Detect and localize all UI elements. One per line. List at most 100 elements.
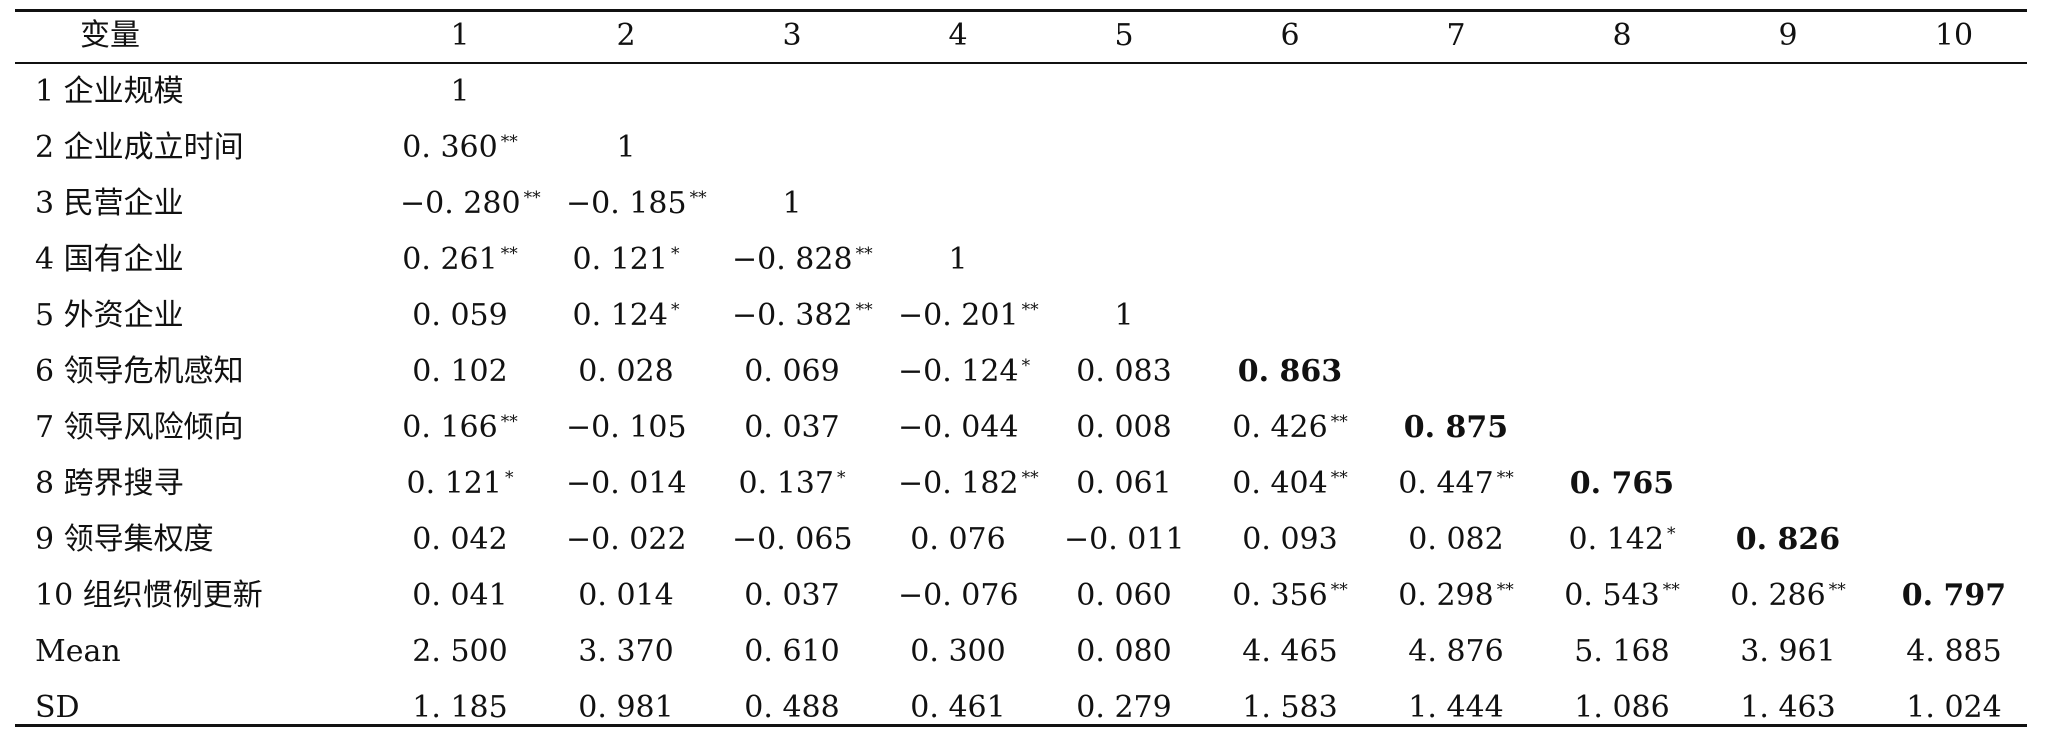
significance-marker: ** [1662,580,1680,600]
top-rule [15,9,2027,12]
header-col-2: 2 [616,18,636,53]
cell-value: 0. 041 [412,578,508,613]
header-rule [15,62,2027,64]
header-col-6: 6 [1280,18,1300,53]
table-cell: 0. 166 ** [400,408,520,448]
cell-value: 0. 765 [1569,466,1675,501]
cell-value: −0. 014 [566,466,687,501]
row-label: 10 组织惯例更新 [35,578,263,613]
cell-value: 0. 488 [744,690,840,725]
table-cell: 0. 461 [898,688,1018,728]
cell-value: 0. 069 [744,354,840,389]
table-cell: 0. 981 [566,688,686,728]
table-cell: 0. 765 [1562,464,1682,504]
significance-marker: * [1021,356,1031,376]
cell-value: 1. 444 [1408,690,1504,725]
table-cell: −0. 065 [732,520,853,560]
cell-value: 0. 137 [738,466,834,501]
significance-marker: * [670,244,680,264]
table-cell: 1 [400,72,520,112]
cell-value: 0. 060 [1076,578,1172,613]
cell-value: −0. 382 [732,298,853,333]
table-cell: 0. 082 [1396,520,1516,560]
cell-value: 4. 885 [1906,634,2002,669]
cell-value: −0. 044 [898,410,1019,445]
table-cell: 0. 543 ** [1562,576,1682,616]
table-cell: 1 [898,240,1018,280]
row-label: 6 领导危机感知 [35,354,244,389]
cell-value: 1. 086 [1574,690,1670,725]
cell-value: −0. 105 [566,410,687,445]
cell-value: 0. 286 [1730,578,1826,613]
table-cell: −0. 011 [1064,520,1185,560]
row-label: Mean [35,634,121,669]
table-cell: −0. 044 [898,408,1019,448]
table-cell: −0. 124 * [898,352,1030,392]
cell-value: 0. 061 [1076,466,1172,501]
table-cell: 0. 137 * [732,464,852,504]
cell-value: 0. 124 [572,298,668,333]
table-cell: 0. 404 ** [1230,464,1350,504]
cell-value: −0. 022 [566,522,687,557]
cell-value: 0. 461 [910,690,1006,725]
cell-value: 2. 500 [412,634,508,669]
table-cell: 0. 797 [1894,576,2014,616]
cell-value: 0. 042 [412,522,508,557]
table-cell: −0. 201 ** [898,296,1039,336]
cell-value: 0. 826 [1735,522,1841,557]
table-cell: 0. 037 [732,576,852,616]
cell-value: 0. 014 [578,578,674,613]
cell-value: 1. 024 [1906,690,2002,725]
row-label: 3 民营企业 [35,186,184,221]
table-cell: 0. 298 ** [1396,576,1516,616]
header-col-5: 5 [1114,18,1134,53]
cell-value: 0. 298 [1398,578,1494,613]
cell-value: −0. 201 [898,298,1019,333]
table-cell: 0. 008 [1064,408,1184,448]
cell-value: 5. 168 [1574,634,1670,669]
significance-marker: ** [1496,468,1514,488]
significance-marker: ** [1330,412,1348,432]
cell-value: 1 [948,242,968,277]
table-cell: 0. 488 [732,688,852,728]
cell-value: 0. 059 [412,298,508,333]
cell-value: 0. 610 [744,634,840,669]
cell-value: 0. 875 [1403,410,1509,445]
table-cell: 0. 426 ** [1230,408,1350,448]
table-cell: −0. 182 ** [898,464,1039,504]
table-cell: 0. 875 [1396,408,1516,448]
cell-value: 0. 082 [1408,522,1504,557]
cell-value: 0. 142 [1568,522,1664,557]
significance-marker: ** [855,244,873,264]
cell-value: 0. 037 [744,578,840,613]
table-cell: 0. 076 [898,520,1018,560]
row-label: SD [35,690,80,725]
table-cell: 4. 885 [1894,632,2014,672]
table-cell: 0. 121 * [400,464,520,504]
significance-marker: * [504,468,514,488]
table-cell: 1 [1064,296,1184,336]
table-cell: 1. 583 [1230,688,1350,728]
table-cell: 4. 876 [1396,632,1516,672]
cell-value: −0. 124 [898,354,1019,389]
cell-value: 0. 300 [910,634,1006,669]
table-cell: 0. 059 [400,296,520,336]
table-cell: 1 [566,128,686,168]
cell-value: 0. 543 [1564,578,1660,613]
table-cell: −0. 076 [898,576,1019,616]
table-cell: 0. 121 * [566,240,686,280]
cell-value: 0. 426 [1232,410,1328,445]
table-cell: 0. 124 * [566,296,686,336]
cell-value: 0. 121 [572,242,668,277]
header-col-10: 10 [1934,18,1974,53]
cell-value: 0. 076 [910,522,1006,557]
significance-marker: ** [523,188,541,208]
cell-value: 0. 261 [402,242,498,277]
table-cell: 3. 961 [1728,632,1848,672]
table-cell: 0. 279 [1064,688,1184,728]
table-cell: −0. 280 ** [400,184,541,224]
cell-value: 0. 166 [402,410,498,445]
significance-marker: ** [1021,300,1039,320]
table-cell: 0. 042 [400,520,520,560]
table-cell: 0. 037 [732,408,852,448]
